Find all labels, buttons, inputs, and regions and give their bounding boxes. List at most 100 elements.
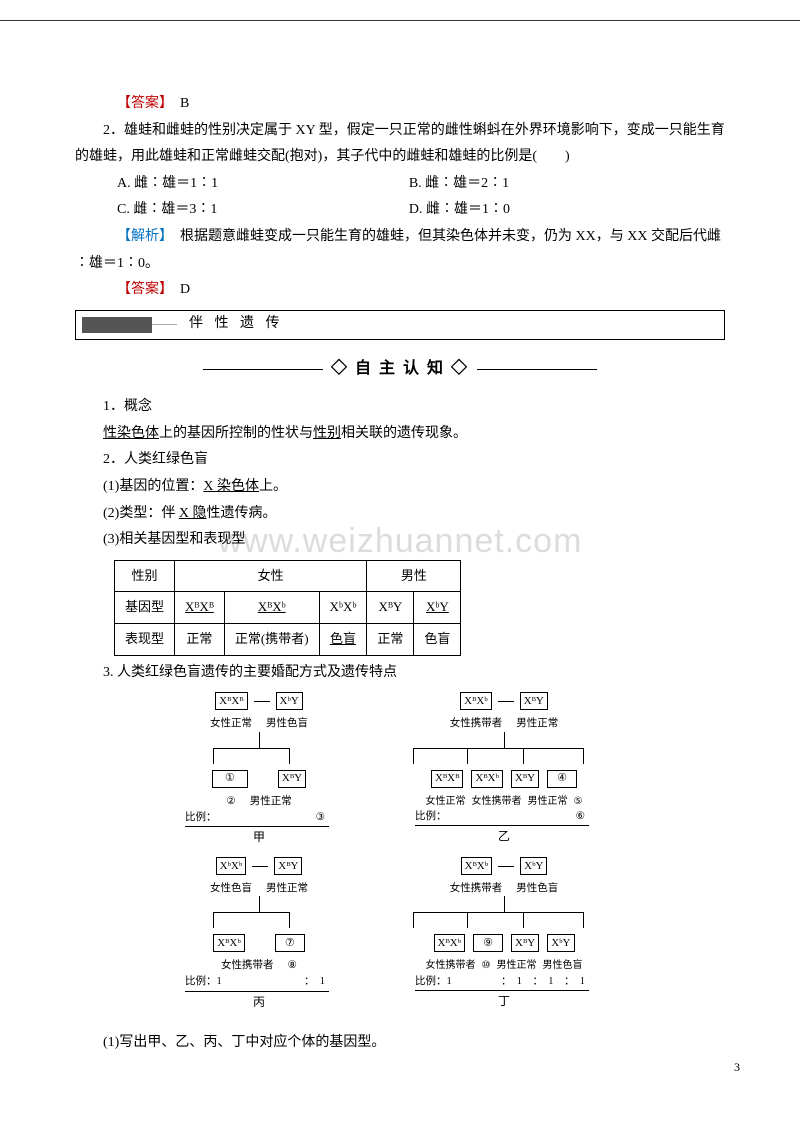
name-jia: 甲 xyxy=(159,829,359,845)
th-sex: 性别 xyxy=(115,560,175,592)
c: ： xyxy=(501,976,506,987)
yi-c3: XᴮY xyxy=(511,770,539,788)
c14: XᴮY xyxy=(367,592,414,624)
p2l1a: (1)基因的位置： xyxy=(103,479,203,494)
bing-p2: XᴮY xyxy=(274,857,302,875)
lab: ② xyxy=(226,795,235,809)
c21: 正常 xyxy=(175,624,225,656)
row-phenotype: 表现型 xyxy=(115,624,175,656)
explanation-2: 【解析】 根据题意雌蛙变成一只能生育的雄蛙，但其染色体并未变，仍为 XX，与 X… xyxy=(75,224,725,277)
point-2-title: 2．人类红绿色盲 xyxy=(75,447,725,474)
p2-line3: (3)相关基因型和表现型 xyxy=(75,527,725,554)
lab: 女性携带者 xyxy=(450,882,503,896)
yi-c1: XᴮXᴮ xyxy=(431,770,463,788)
p2l2b: 性遗传病。 xyxy=(206,506,276,521)
answer-label-2: 【答案】 xyxy=(117,282,166,297)
yi-p1: XᴮXᵇ xyxy=(460,692,492,710)
d-c3: XᴮY xyxy=(511,934,539,952)
ratio: 比例：1 xyxy=(415,975,452,989)
c22: 正常(携带者) xyxy=(224,624,319,656)
option-c: C. 雌∶雄＝3∶1 xyxy=(117,197,409,224)
t2: 相关联的遗传现象。 xyxy=(341,426,467,441)
c: ： xyxy=(533,976,538,987)
pedigree-yi: XᴮXᵇ XᴮY 女性携带者男性正常 XᴮXᴮ xyxy=(389,686,619,845)
d-c2: ⑨ xyxy=(483,936,493,951)
yi-p2: XᴮY xyxy=(520,692,548,710)
lab: 男性正常 xyxy=(250,795,292,809)
l: 女性正常 xyxy=(426,795,466,809)
yi-c2: XᴮXᵇ xyxy=(471,770,503,788)
lab: 女性携带者 xyxy=(221,959,274,973)
answer-2: 【答案】 D xyxy=(75,277,725,304)
jia-p2: XᵇY xyxy=(276,692,303,710)
jia-c1: ① xyxy=(225,771,235,786)
q2-text: 雄蛙和雌蛙的性别决定属于 XY 型，假定一只正常的雌性蝌蚪在外界环境影响下，变成… xyxy=(75,123,725,165)
bing-c1: XᴮXᵇ xyxy=(213,934,245,952)
pedigree-grid: XᴮXᴮ XᵇY 女性正常男性色盲 ① XᴮY xyxy=(159,686,725,1009)
pedigree-bing: XᵇXᵇ XᴮY 女性色盲男性正常 XᴮXᵇ ⑦ xyxy=(159,851,359,1010)
o: 1 xyxy=(320,976,325,987)
options-row1: A. 雌∶雄＝1∶1 B. 雌∶雄＝2∶1 xyxy=(75,171,725,198)
name-ding: 丁 xyxy=(389,993,619,1009)
l: 男性色盲 xyxy=(542,959,582,973)
answer-value: B xyxy=(180,96,189,111)
name-bing: 丙 xyxy=(159,994,359,1010)
page-number: 3 xyxy=(734,1056,740,1079)
l: 男性正常 xyxy=(528,795,568,809)
c24: 正常 xyxy=(367,624,414,656)
pedigree-ding: XᴮXᵇ XᵇY 女性携带者男性色盲 XᴮXᵇ xyxy=(389,851,619,1010)
bing-p1: XᵇXᵇ xyxy=(216,857,247,875)
c23: 色盲 xyxy=(330,631,356,646)
th-male: 男性 xyxy=(367,560,461,592)
p2l2u: X 隐 xyxy=(179,506,207,521)
sub-question-1: (1)写出甲、乙、丙、丁中对应个体的基因型。 xyxy=(75,1030,725,1057)
jia-p1: XᴮXᴮ xyxy=(215,692,247,710)
bing-c2: ⑦ xyxy=(285,936,295,951)
lab: 男性色盲 xyxy=(516,882,558,896)
option-a: A. 雌∶雄＝1∶1 xyxy=(117,171,409,198)
point-1-title: 1．概念 xyxy=(75,394,725,421)
l: 男性正常 xyxy=(496,959,536,973)
lab: 男性正常 xyxy=(516,717,558,731)
knowledge-point-box: 伴 性 遗 传 xyxy=(75,310,725,340)
yi-c4: ④ xyxy=(557,771,567,786)
p2l1b: 上。 xyxy=(259,479,287,494)
point-3: 3. 人类红绿色盲遗传的主要婚配方式及遗传特点 xyxy=(75,660,725,687)
jia-c2: XᴮY xyxy=(278,770,306,788)
p2l2a: (2)类型：伴 xyxy=(103,506,179,521)
answer-1: 【答案】 B xyxy=(75,91,725,118)
explanation-text: 根据题意雌蛙变成一只能生育的雄蛙，但其染色体并未变，仍为 XX，与 XX 交配后… xyxy=(75,229,721,271)
lab: 男性色盲 xyxy=(266,717,308,731)
name-yi: 乙 xyxy=(389,828,619,844)
l: 女性携带者 xyxy=(426,959,476,973)
c: ： xyxy=(564,976,569,987)
c15: XᵇY xyxy=(426,599,449,614)
explanation-label: 【解析】 xyxy=(117,229,166,244)
c12: XᴮXᵇ xyxy=(258,599,286,614)
row-genotype: 基因型 xyxy=(115,592,175,624)
option-b: B. 雌∶雄＝2∶1 xyxy=(409,171,701,198)
d-p1: XᴮXᵇ xyxy=(461,857,493,875)
question-2: 2．雄蛙和雌蛙的性别决定属于 XY 型，假定一只正常的雌性蝌蚪在外界环境影响下，… xyxy=(75,118,725,171)
r6: ⑥ xyxy=(576,810,585,824)
lab: 女性正常 xyxy=(210,717,252,731)
option-d: D. 雌∶雄＝1∶0 xyxy=(409,197,701,224)
section-title: ◇ 自 主 认 知 ◇ xyxy=(75,354,725,384)
p2l1u: X 染色体 xyxy=(203,479,259,494)
u1: 性染色体 xyxy=(103,426,159,441)
q2-num: 2． xyxy=(103,123,124,138)
t1: 上的基因所控制的性状与 xyxy=(159,426,313,441)
c13: XᵇXᵇ xyxy=(319,592,367,624)
kp-badge xyxy=(82,317,152,333)
answer-value-2: D xyxy=(180,282,190,297)
options-row2: C. 雌∶雄＝3∶1 D. 雌∶雄＝1∶0 xyxy=(75,197,725,224)
p2-line2: (2)类型：伴 X 隐性遗传病。 xyxy=(75,501,725,528)
l: 女性携带者 xyxy=(472,795,522,809)
th-female: 女性 xyxy=(175,560,367,592)
d-c1: XᴮXᵇ xyxy=(434,934,466,952)
pedigree-jia: XᴮXᴮ XᵇY 女性正常男性色盲 ① XᴮY xyxy=(159,686,359,845)
point-1-text: 性染色体上的基因所控制的性状与性别相关联的遗传现象。 xyxy=(75,421,725,448)
l: ⑩ xyxy=(482,959,491,973)
c25: 色盲 xyxy=(414,624,461,656)
lab: ⑧ xyxy=(288,959,297,973)
